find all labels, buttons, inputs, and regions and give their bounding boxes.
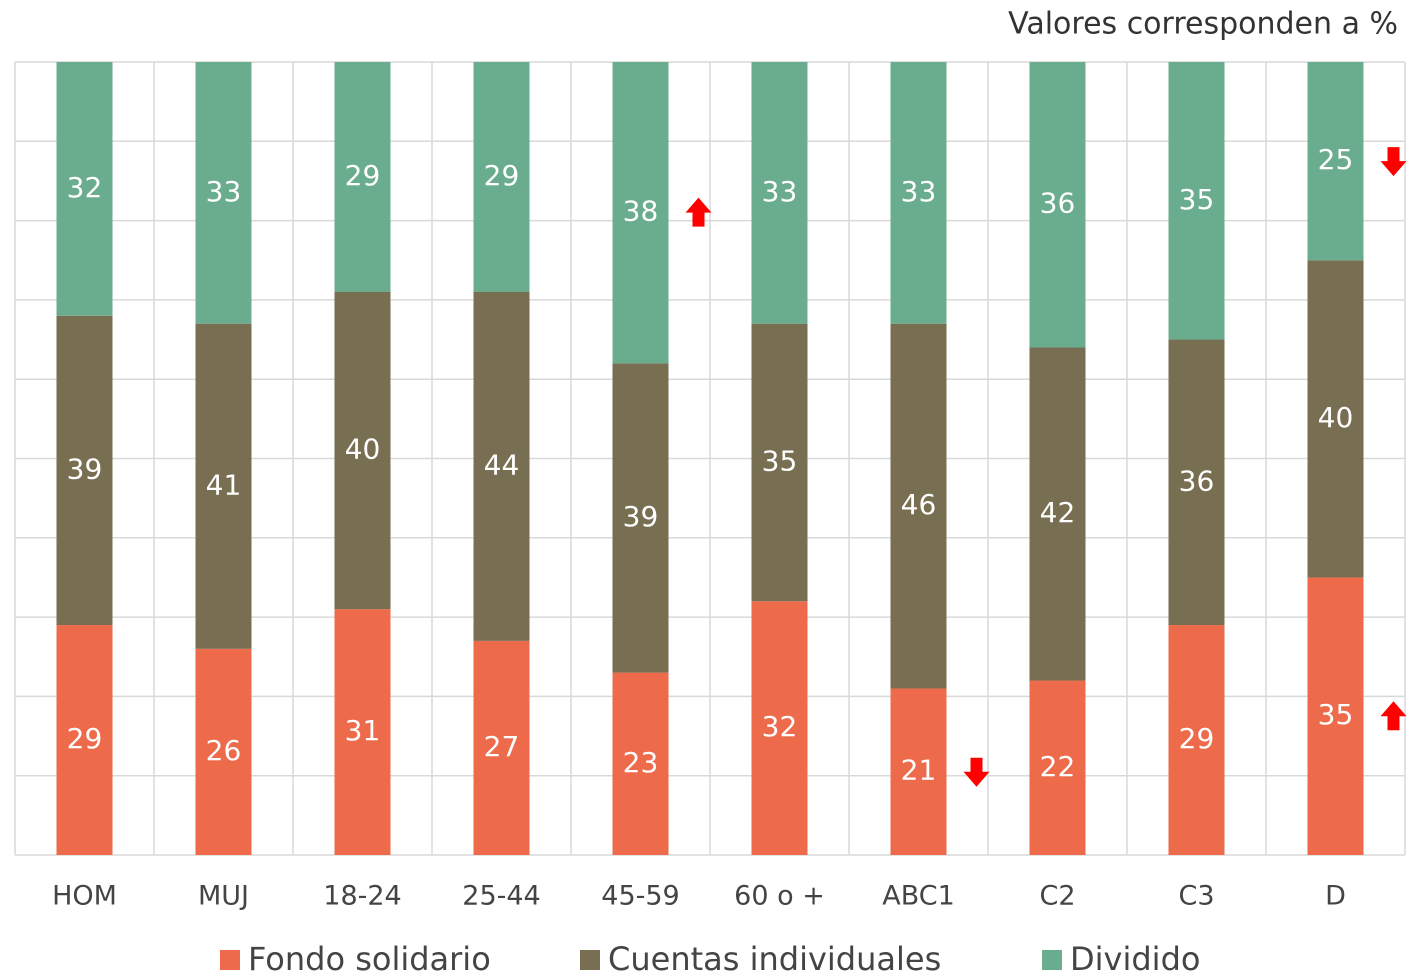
value-label: 33 [901,175,937,208]
value-label: 33 [206,175,242,208]
bar-segment [1029,347,1086,681]
value-label: 29 [345,159,381,192]
legend-swatch [1042,950,1062,970]
legend-swatch [580,950,600,970]
bar-segment [195,62,252,324]
value-label: 40 [345,433,381,466]
value-label: 39 [623,500,659,533]
bar-segment [1307,577,1364,855]
value-label: 31 [345,714,381,747]
x-tick-label: HOM [52,881,117,912]
value-label: 35 [762,444,798,477]
arrow-down [963,757,990,787]
bar-segment [56,315,113,626]
value-label: 35 [1179,183,1215,216]
bar-segment [1307,62,1364,261]
bar-segment [751,323,808,602]
value-label: 33 [762,175,798,208]
bar-segment [1029,62,1086,348]
bar-segment [751,601,808,855]
chart-title: Valores corresponden a % [1008,7,1398,42]
x-tick-label: 45-59 [601,881,679,912]
value-label: 36 [1179,464,1215,497]
value-label: 39 [67,452,103,485]
bar-segment [890,323,947,689]
bar-segment [195,648,252,855]
x-tick-label: C2 [1039,881,1075,912]
bar-segment [1168,62,1225,340]
bar-segment [890,688,947,855]
bar-segment [195,323,252,649]
bar-segment [751,62,808,324]
bar-segment [473,62,530,292]
value-label: 32 [762,710,798,743]
value-label: 38 [623,195,659,228]
x-tick-label: MUJ [198,881,249,912]
arrow-up [1380,701,1407,731]
value-label: 32 [67,171,103,204]
legend-label: Dividido [1070,940,1200,978]
bar-segment [1307,260,1364,578]
value-label: 29 [484,159,520,192]
bar-segment [56,625,113,855]
x-tick-label: C3 [1178,881,1214,912]
value-label: 35 [1318,698,1354,731]
value-label: 44 [484,448,520,481]
value-label: 26 [206,734,242,767]
x-tick-label: ABC1 [882,881,955,912]
value-label: 41 [206,468,242,501]
bar-segment [612,363,669,673]
arrow-up [685,197,712,227]
value-label: 40 [1318,401,1354,434]
value-label: 46 [901,488,937,521]
bar-segment [334,62,391,292]
value-label: 27 [484,730,520,763]
value-label: 29 [67,722,103,755]
legend-label: Fondo solidario [248,940,491,978]
value-label: 25 [1318,143,1354,176]
bar-segment [473,291,530,641]
value-label: 42 [1040,496,1076,529]
bar-segment [1168,339,1225,626]
x-tick-label: 25-44 [462,881,540,912]
value-label: 36 [1040,187,1076,220]
legend-label: Cuentas individuales [608,940,941,978]
bar-segment [1168,625,1225,855]
bar-segment [890,62,947,324]
x-tick-label: D [1325,881,1346,912]
arrow-down [1380,147,1407,177]
legend-swatch [220,950,240,970]
value-label: 29 [1179,722,1215,755]
bar-segment [473,640,530,855]
x-tick-label: 60 o + [734,881,825,912]
bar-segment [334,291,391,610]
bar-segment [1029,680,1086,855]
value-label: 22 [1040,750,1076,783]
value-label: 23 [623,746,659,779]
x-tick-label: 18-24 [323,881,401,912]
bar-segment [56,62,113,316]
bar-segment [334,609,391,855]
bar-segment [612,672,669,855]
bar-segment [612,62,669,364]
value-label: 21 [901,754,937,787]
